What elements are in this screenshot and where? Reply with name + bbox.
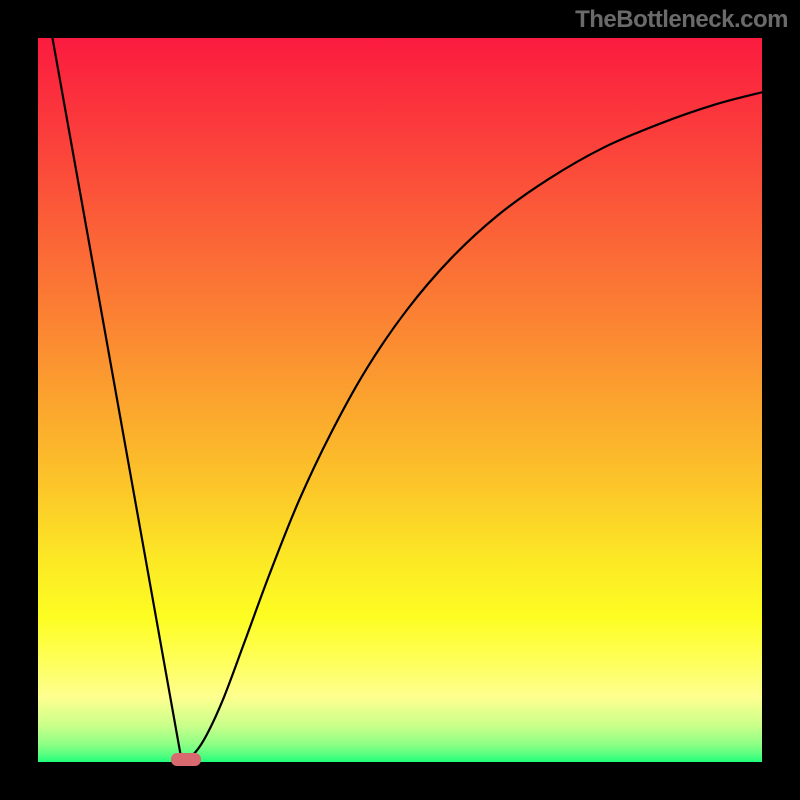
curve-left-segment [52, 38, 181, 759]
chart-container: TheBottleneck.com [0, 0, 800, 800]
curve-svg [38, 38, 762, 762]
watermark-text: TheBottleneck.com [575, 6, 788, 34]
plot-area [38, 38, 762, 762]
curve-right-segment [181, 92, 762, 759]
minimum-marker [171, 753, 201, 766]
